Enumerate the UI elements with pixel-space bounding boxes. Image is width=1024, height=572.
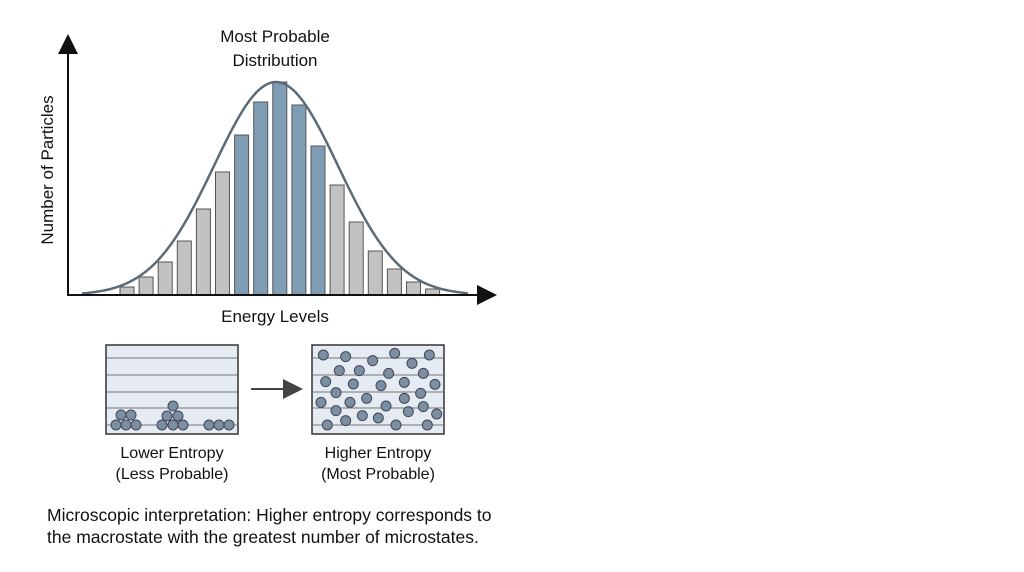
particle: [402, 406, 414, 418]
particle: [340, 415, 352, 427]
particle: [421, 419, 433, 431]
high-entropy-sublabel: (Most Probable): [321, 466, 435, 483]
particle: [415, 387, 427, 399]
particle: [315, 396, 327, 408]
particle: [431, 408, 443, 420]
bar-6: [234, 134, 250, 296]
bar-0: [119, 286, 135, 296]
particle: [330, 387, 342, 399]
high-entropy-label: Higher Entropy: [324, 445, 432, 462]
chart-title-line2: Distribution: [232, 51, 318, 70]
particle: [120, 419, 132, 431]
bar-5: [215, 171, 230, 296]
gaussian-curve: [81, 80, 469, 295]
particle: [389, 347, 401, 359]
particle: [380, 400, 392, 412]
bar-3: [176, 240, 192, 296]
bar-1: [138, 276, 154, 296]
bar-7: [253, 101, 269, 296]
bar-2: [157, 261, 173, 296]
particle: [130, 419, 142, 431]
bar-10: [310, 145, 326, 296]
particle: [330, 405, 342, 417]
particle: [161, 410, 173, 422]
caption-line2: the macrostate with the greatest number …: [47, 527, 479, 547]
low-entropy-sublabel: (Less Probable): [115, 466, 229, 483]
particle: [333, 365, 345, 377]
particle: [356, 410, 368, 422]
bar-4: [195, 208, 211, 296]
bar-14: [386, 268, 402, 296]
particle: [321, 419, 333, 431]
particle: [320, 376, 332, 388]
bar-13: [367, 250, 383, 296]
chart-title-line1: Most Probable: [220, 27, 330, 46]
bar-11: [329, 184, 345, 296]
particle: [223, 419, 235, 431]
bar-8: [272, 81, 288, 296]
particle: [367, 355, 379, 367]
particle: [417, 401, 429, 413]
particle: [390, 419, 402, 431]
particle: [361, 392, 373, 404]
particle: [340, 351, 352, 363]
particle: [125, 409, 137, 421]
bar-12: [348, 221, 364, 296]
y-axis-label: Number of Particles: [38, 95, 57, 245]
particle: [417, 367, 429, 379]
particle: [347, 378, 359, 390]
bar-15: [406, 281, 421, 296]
bar-9: [291, 104, 307, 296]
particle: [423, 349, 435, 361]
particle: [353, 365, 365, 377]
particle: [167, 419, 179, 431]
caption-line1: Microscopic interpretation: Higher entro…: [47, 505, 492, 525]
particle: [203, 419, 215, 431]
particle: [429, 378, 441, 390]
particle: [177, 419, 189, 431]
particle: [406, 357, 418, 369]
particle: [398, 376, 410, 388]
particle: [383, 367, 395, 379]
caption: Microscopic interpretation: Higher entro…: [47, 504, 492, 548]
particle: [344, 396, 356, 408]
particle: [110, 419, 122, 431]
particle: [167, 400, 179, 412]
particle: [398, 392, 410, 404]
particle: [213, 419, 225, 431]
low-entropy-label: Lower Entropy: [120, 445, 224, 462]
particle: [172, 410, 184, 422]
particle: [156, 419, 168, 431]
particle: [375, 380, 387, 392]
particle: [317, 349, 329, 361]
particle: [372, 412, 384, 424]
particle: [115, 409, 127, 421]
x-axis-label: Energy Levels: [221, 307, 329, 326]
